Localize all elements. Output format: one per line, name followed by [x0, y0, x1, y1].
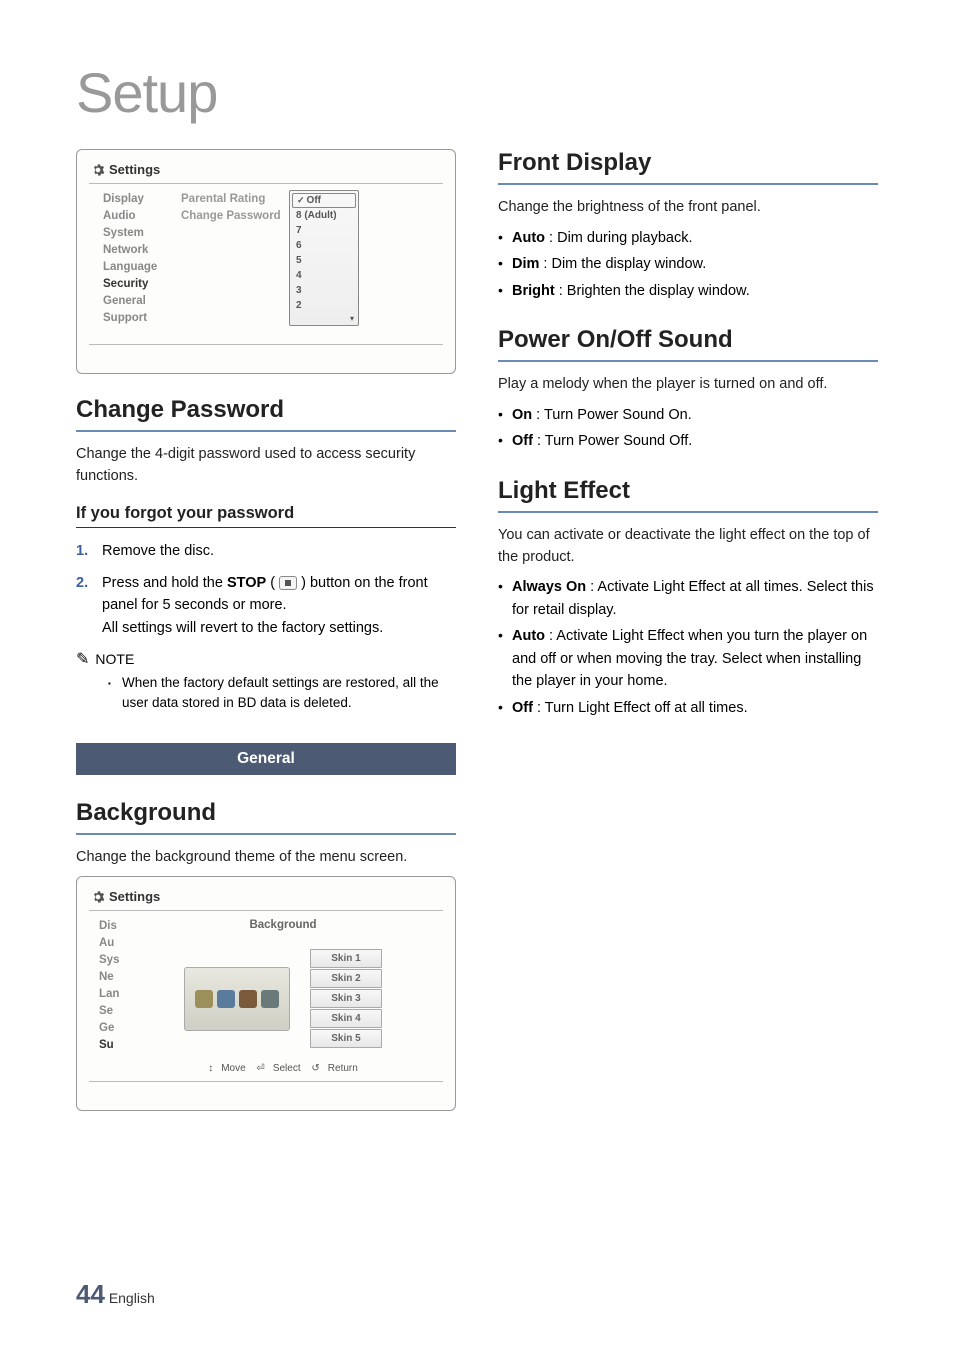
menu-item[interactable]: Parental Rating	[181, 190, 289, 207]
sliver-item: Su	[89, 1036, 123, 1053]
settings-sidebar-sliver: Dis Au Sys Ne Lan Se Ge Su	[89, 917, 123, 1074]
page-number: 44 English	[76, 1279, 155, 1310]
sliver-item: Ne	[89, 968, 123, 985]
preview-icon	[239, 990, 257, 1008]
text: Change the 4-digit password used to acce…	[76, 444, 456, 488]
heading-change-password: Change Password	[76, 396, 456, 424]
select-icon: ⏎	[256, 1063, 264, 1074]
subheading-forgot-password: If you forgot your password	[76, 504, 456, 523]
skin-list: Skin 1 Skin 2 Skin 3 Skin 4 Skin 5	[310, 949, 382, 1049]
menu-item[interactable]: Change Password	[181, 207, 289, 224]
page-title: Setup	[76, 60, 878, 125]
heading-background: Background	[76, 799, 456, 827]
return-icon: ↺	[311, 1063, 319, 1074]
settings-header: Settings	[89, 887, 443, 910]
settings-window-security: Settings Display Audio System Network La…	[76, 149, 456, 374]
dropdown-item[interactable]: 4	[290, 268, 358, 283]
preview-icon	[261, 990, 279, 1008]
note-icon: ✎	[76, 649, 89, 669]
help-bar: ↕Move ⏎Select ↺Return	[123, 1063, 443, 1074]
gear-icon	[91, 890, 105, 904]
text: Change the background theme of the menu …	[76, 847, 456, 869]
dropdown-item[interactable]: 3	[290, 283, 358, 298]
chevron-down-icon: ▾	[350, 314, 354, 323]
sidebar-item[interactable]: Network	[89, 241, 181, 258]
skin-option[interactable]: Skin 4	[310, 1009, 382, 1028]
settings-window-background: Settings Dis Au Sys Ne Lan Se Ge Su	[76, 876, 456, 1111]
sidebar-item[interactable]: Language	[89, 258, 181, 275]
sidebar-item[interactable]: System	[89, 224, 181, 241]
dropdown-item[interactable]: 7	[290, 223, 358, 238]
preview-icon	[217, 990, 235, 1008]
sidebar-item[interactable]: Support	[89, 309, 181, 326]
list-item: •Auto : Dim during playback.	[498, 227, 878, 249]
sliver-item: Se	[89, 1002, 123, 1019]
list-item: 2. Press and hold the STOP ( ) button on…	[76, 572, 456, 639]
popup-title: Background	[123, 917, 443, 931]
sidebar-item[interactable]: Audio	[89, 207, 181, 224]
heading-light-effect: Light Effect	[498, 477, 878, 505]
list-item: •Auto : Activate Light Effect when you t…	[498, 625, 878, 692]
text: Change the brightness of the front panel…	[498, 197, 878, 219]
preview-icon	[195, 990, 213, 1008]
move-icon: ↕	[208, 1063, 213, 1074]
settings-sidebar: Display Audio System Network Language Se…	[89, 190, 181, 326]
sidebar-item[interactable]: Display	[89, 190, 181, 207]
skin-preview	[184, 967, 290, 1031]
settings-header: Settings	[89, 160, 443, 183]
list-item: •Dim : Dim the display window.	[498, 253, 878, 275]
skin-option[interactable]: Skin 1	[310, 949, 382, 968]
skin-option[interactable]: Skin 2	[310, 969, 382, 988]
text: Play a melody when the player is turned …	[498, 374, 878, 396]
list-item: •Bright : Brighten the display window.	[498, 280, 878, 302]
settings-header-label: Settings	[109, 162, 160, 177]
sliver-item: Lan	[89, 985, 123, 1002]
sidebar-item-selected[interactable]: Security	[89, 275, 181, 292]
note-body: ▪ When the factory default settings are …	[108, 673, 456, 712]
skin-option[interactable]: Skin 3	[310, 989, 382, 1008]
text: You can activate or deactivate the light…	[498, 525, 878, 569]
settings-header-label: Settings	[109, 889, 160, 904]
dropdown-item[interactable]: 5	[290, 253, 358, 268]
sidebar-item[interactable]: General	[89, 292, 181, 309]
dropdown-item[interactable]: 2	[290, 298, 358, 313]
rating-dropdown[interactable]: ✓Off 8 (Adult) 7 6 5 4 3 2 ▾	[289, 190, 359, 326]
dropdown-item-selected[interactable]: ✓Off	[292, 193, 356, 208]
stop-icon	[279, 576, 297, 590]
skin-option[interactable]: Skin 5	[310, 1029, 382, 1048]
list-item: •Off : Turn Power Sound Off.	[498, 430, 878, 452]
heading-power-sound: Power On/Off Sound	[498, 326, 878, 354]
list-item: •On : Turn Power Sound On.	[498, 404, 878, 426]
gear-icon	[91, 163, 105, 177]
section-bar-general: General	[76, 743, 456, 775]
sliver-item: Sys	[89, 951, 123, 968]
sliver-item: Ge	[89, 1019, 123, 1036]
list-item: 1. Remove the disc.	[76, 540, 456, 562]
sliver-item: Dis	[89, 917, 123, 934]
list-item: •Always On : Activate Light Effect at al…	[498, 576, 878, 621]
background-popup: Background Skin 1 Skin	[123, 917, 443, 1074]
list-item: •Off : Turn Light Effect off at all time…	[498, 697, 878, 719]
heading-front-display: Front Display	[498, 149, 878, 177]
dropdown-item[interactable]: 8 (Adult)	[290, 208, 358, 223]
dropdown-item[interactable]: 6	[290, 238, 358, 253]
settings-menu: Parental Rating Change Password	[181, 190, 289, 326]
sliver-item: Au	[89, 934, 123, 951]
note-label: ✎ NOTE	[76, 649, 456, 669]
